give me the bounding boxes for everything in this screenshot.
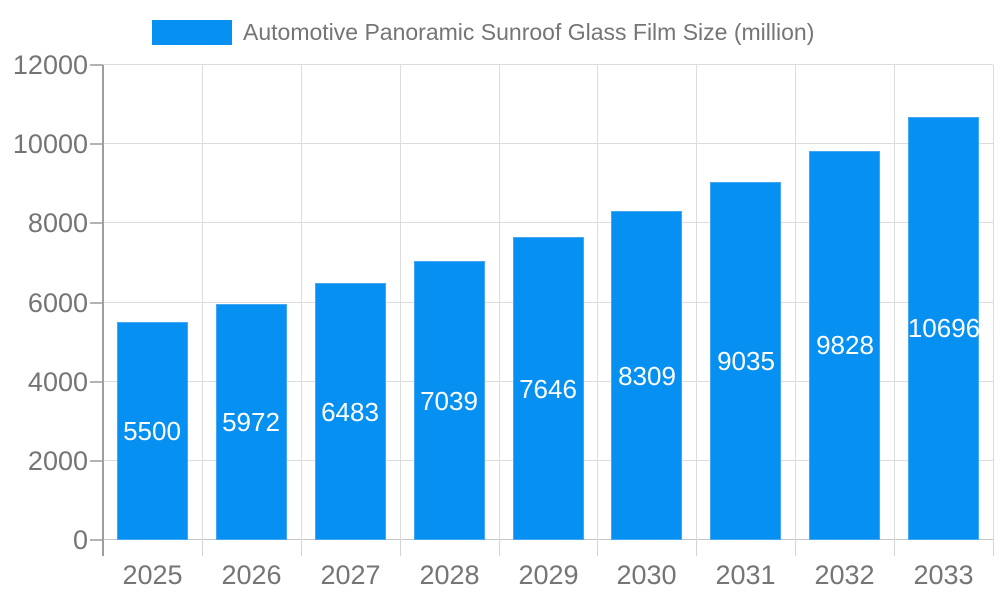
- bar-2031: [710, 182, 781, 540]
- y-tick-mark-6000: [90, 302, 103, 304]
- v-gridline-8: [894, 65, 895, 540]
- x-tick-label-2029: 2029: [518, 560, 579, 590]
- v-gridline-9: [993, 65, 994, 540]
- x-tick-mark-4: [499, 540, 500, 556]
- y-tick-label-6000: 6000: [27, 288, 88, 318]
- y-tick-mark-10000: [90, 143, 103, 145]
- x-tick-mark-6: [696, 540, 697, 556]
- bar-2026: [216, 304, 287, 540]
- v-gridline-3: [400, 65, 401, 540]
- bar-value-label-2026: 5972: [222, 407, 280, 437]
- y-tick-label-2000: 2000: [27, 446, 88, 476]
- bar-value-label-2029: 7646: [519, 374, 577, 404]
- x-tick-label-2030: 2030: [616, 560, 677, 590]
- y-tick-mark-0: [90, 539, 103, 541]
- y-tick-label-12000: 12000: [12, 50, 88, 80]
- x-tick-mark-2: [301, 540, 302, 556]
- x-tick-mark-7: [795, 540, 796, 556]
- v-gridline-5: [597, 65, 598, 540]
- x-tick-label-2025: 2025: [122, 560, 183, 590]
- y-tick-mark-8000: [90, 222, 103, 224]
- y-tick-label-0: 0: [72, 525, 88, 555]
- v-gridline-6: [696, 65, 697, 540]
- legend-swatch: [152, 20, 232, 45]
- x-tick-label-2027: 2027: [320, 560, 381, 590]
- legend-label: Automotive Panoramic Sunroof Glass Film …: [243, 19, 815, 45]
- v-gridline-4: [499, 65, 500, 540]
- x-tick-mark-9: [993, 540, 994, 556]
- bar-2028: [414, 261, 485, 540]
- x-tick-label-2028: 2028: [419, 560, 480, 590]
- x-tick-mark-1: [202, 540, 203, 556]
- h-gridline-12000: [103, 64, 993, 65]
- h-gridline-8000: [103, 222, 993, 223]
- v-gridline-7: [795, 65, 796, 540]
- y-tick-label-10000: 10000: [12, 129, 88, 159]
- bar-value-label-2031: 9035: [717, 346, 775, 376]
- x-tick-label-2032: 2032: [814, 560, 875, 590]
- x-tick-label-2033: 2033: [913, 560, 974, 590]
- y-axis-line: [102, 65, 104, 556]
- y-tick-mark-2000: [90, 460, 103, 462]
- x-tick-mark-8: [894, 540, 895, 556]
- x-tick-label-2031: 2031: [715, 560, 776, 590]
- bar-value-label-2033: 10696: [907, 313, 981, 343]
- x-tick-label-2026: 2026: [221, 560, 282, 590]
- bar-value-label-2032: 9828: [816, 330, 874, 360]
- y-tick-label-4000: 4000: [27, 367, 88, 397]
- bar-2027: [315, 283, 386, 540]
- v-gridline-2: [301, 65, 302, 540]
- bar-2029: [513, 237, 584, 540]
- h-gridline-10000: [103, 143, 993, 144]
- x-tick-mark-5: [597, 540, 598, 556]
- x-tick-mark-3: [400, 540, 401, 556]
- y-tick-label-8000: 8000: [27, 208, 88, 238]
- bar-2030: [611, 211, 682, 540]
- y-tick-mark-12000: [90, 64, 103, 66]
- y-tick-mark-4000: [90, 381, 103, 383]
- bar-value-label-2028: 7039: [420, 386, 478, 416]
- v-gridline-1: [202, 65, 203, 540]
- bar-2025: [117, 322, 188, 540]
- bar-2033: [908, 117, 979, 540]
- bar-2032: [809, 151, 880, 540]
- bar-value-label-2027: 6483: [321, 397, 379, 427]
- bar-value-label-2025: 5500: [123, 416, 181, 446]
- bar-value-label-2030: 8309: [618, 361, 676, 391]
